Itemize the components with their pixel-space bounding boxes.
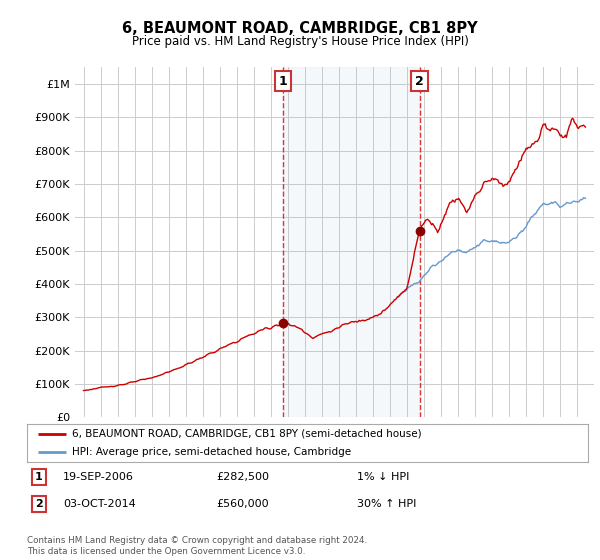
Text: 1: 1 bbox=[278, 74, 287, 88]
Text: 2: 2 bbox=[415, 74, 424, 88]
Text: 19-SEP-2006: 19-SEP-2006 bbox=[63, 472, 134, 482]
Text: £282,500: £282,500 bbox=[216, 472, 269, 482]
Text: 2: 2 bbox=[35, 499, 43, 509]
Text: £560,000: £560,000 bbox=[216, 499, 269, 509]
Text: Contains HM Land Registry data © Crown copyright and database right 2024.
This d: Contains HM Land Registry data © Crown c… bbox=[27, 536, 367, 556]
Text: 6, BEAUMONT ROAD, CAMBRIDGE, CB1 8PY: 6, BEAUMONT ROAD, CAMBRIDGE, CB1 8PY bbox=[122, 21, 478, 36]
Text: 30% ↑ HPI: 30% ↑ HPI bbox=[357, 499, 416, 509]
Text: 1: 1 bbox=[35, 472, 43, 482]
Bar bbox=[283, 67, 419, 417]
Text: 6, BEAUMONT ROAD, CAMBRIDGE, CB1 8PY (semi-detached house): 6, BEAUMONT ROAD, CAMBRIDGE, CB1 8PY (se… bbox=[72, 429, 422, 439]
Text: HPI: Average price, semi-detached house, Cambridge: HPI: Average price, semi-detached house,… bbox=[72, 447, 351, 457]
Text: Price paid vs. HM Land Registry's House Price Index (HPI): Price paid vs. HM Land Registry's House … bbox=[131, 35, 469, 48]
Text: 1% ↓ HPI: 1% ↓ HPI bbox=[357, 472, 409, 482]
Text: 03-OCT-2014: 03-OCT-2014 bbox=[63, 499, 136, 509]
